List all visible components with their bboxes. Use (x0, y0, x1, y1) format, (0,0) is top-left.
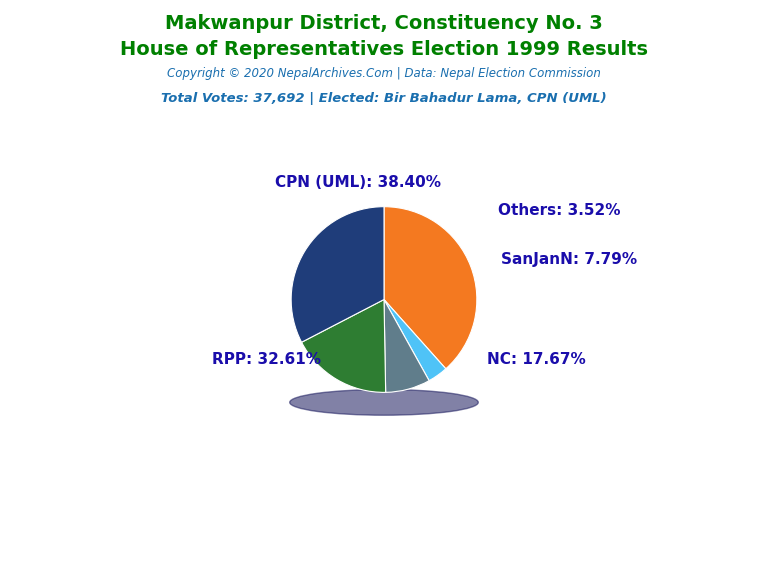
Text: SanJanN: 7.79%: SanJanN: 7.79% (502, 252, 637, 267)
Wedge shape (291, 207, 384, 342)
Text: Copyright © 2020 NepalArchives.Com | Data: Nepal Election Commission: Copyright © 2020 NepalArchives.Com | Dat… (167, 67, 601, 81)
Text: NC: 17.67%: NC: 17.67% (487, 352, 586, 367)
Text: RPP: 32.61%: RPP: 32.61% (213, 352, 321, 367)
Wedge shape (302, 300, 386, 392)
Wedge shape (384, 207, 477, 369)
Ellipse shape (290, 389, 478, 415)
Wedge shape (384, 300, 429, 392)
Text: CPN (UML): 38.40%: CPN (UML): 38.40% (275, 175, 442, 190)
Text: Others: 3.52%: Others: 3.52% (498, 203, 621, 218)
Wedge shape (384, 300, 445, 381)
Text: Makwanpur District, Constituency No. 3: Makwanpur District, Constituency No. 3 (165, 14, 603, 33)
Text: House of Representatives Election 1999 Results: House of Representatives Election 1999 R… (120, 40, 648, 59)
Text: Total Votes: 37,692 | Elected: Bir Bahadur Lama, CPN (UML): Total Votes: 37,692 | Elected: Bir Bahad… (161, 92, 607, 105)
